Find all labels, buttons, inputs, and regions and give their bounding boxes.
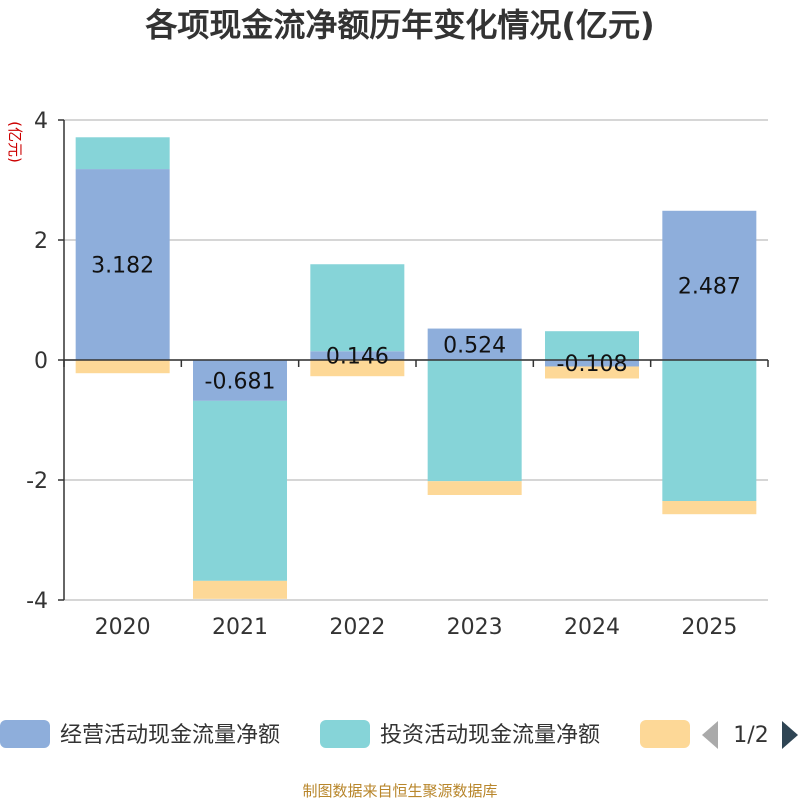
legend-label: 投资活动现金流量净额 <box>380 723 600 748</box>
bar-1-2025[interactable] <box>662 210 757 360</box>
bar-1-2022[interactable] <box>310 351 405 360</box>
bar-3-2023[interactable] <box>427 481 522 495</box>
bar-1-2020[interactable] <box>75 169 170 360</box>
legend-swatch <box>0 720 50 748</box>
data-label-2020: 3.182 <box>91 254 154 279</box>
bar-3-2021[interactable] <box>193 580 287 599</box>
legend[interactable]: 经营活动现金流量净额 投资活动现金流量净额 1/2 <box>0 720 798 749</box>
data-label-2022: 0.146 <box>326 345 389 370</box>
data-labels: 3.182 -0.681 0.146 0.524 -0.108 2.487 <box>91 254 741 395</box>
bar-1-2023[interactable] <box>427 328 522 360</box>
bar-2-2023[interactable] <box>427 360 522 482</box>
bar-1-2024[interactable] <box>545 360 639 367</box>
x-tick-label: 2021 <box>212 615 268 640</box>
bar-3-2025[interactable] <box>662 501 757 515</box>
bar-1-2021[interactable] <box>193 360 287 401</box>
bars <box>75 137 757 599</box>
data-label-2021: -0.681 <box>205 369 276 394</box>
legend-label: 经营活动现金流量净额 <box>60 723 280 748</box>
x-tick-label: 2023 <box>447 615 503 640</box>
bar-3-2022[interactable] <box>310 360 405 377</box>
bar-2-2020[interactable] <box>75 137 170 170</box>
y-axis-label: (亿元) <box>6 121 24 163</box>
footer-source: 制图数据来自恒生聚源数据库 <box>302 782 497 800</box>
x-tick-label: 2024 <box>564 615 620 640</box>
legend-item-1[interactable]: 经营活动现金流量净额 <box>0 720 280 748</box>
x-tick-label: 2025 <box>681 615 737 640</box>
bar-3-2024[interactable] <box>545 366 639 379</box>
chart-title: 各项现金流净额历年变化情况(亿元) <box>145 6 654 44</box>
y-tick-label: 4 <box>34 109 48 134</box>
bar-2-2022[interactable] <box>310 264 405 352</box>
x-tick-label: 2022 <box>329 615 385 640</box>
bar-3-2020[interactable] <box>75 360 170 374</box>
bar-2-2021[interactable] <box>193 400 287 581</box>
y-tick-label: 0 <box>34 349 48 374</box>
legend-swatch <box>320 720 370 748</box>
bar-2-2024[interactable] <box>545 331 639 360</box>
axes: 4 2 0 -2 -4 2020 2021 2022 2023 2024 2025 <box>26 109 769 640</box>
bar-2-2025[interactable] <box>662 360 757 501</box>
data-label-2023: 0.524 <box>443 333 506 358</box>
y-tick-label: 2 <box>34 229 48 254</box>
legend-item-3[interactable] <box>640 720 690 748</box>
legend-pager[interactable]: 1/2 <box>702 721 798 749</box>
legend-swatch <box>640 720 690 748</box>
legend-item-2[interactable]: 投资活动现金流量净额 <box>320 720 600 748</box>
x-tick-label: 2020 <box>95 615 151 640</box>
y-tick-label: -2 <box>26 469 48 494</box>
pager-next-icon[interactable] <box>782 721 798 749</box>
data-label-2024: -0.108 <box>557 352 628 377</box>
pager-label: 1/2 <box>733 723 768 748</box>
data-label-2025: 2.487 <box>678 274 741 299</box>
y-tick-label: -4 <box>26 589 48 614</box>
pager-prev-icon[interactable] <box>702 721 718 749</box>
